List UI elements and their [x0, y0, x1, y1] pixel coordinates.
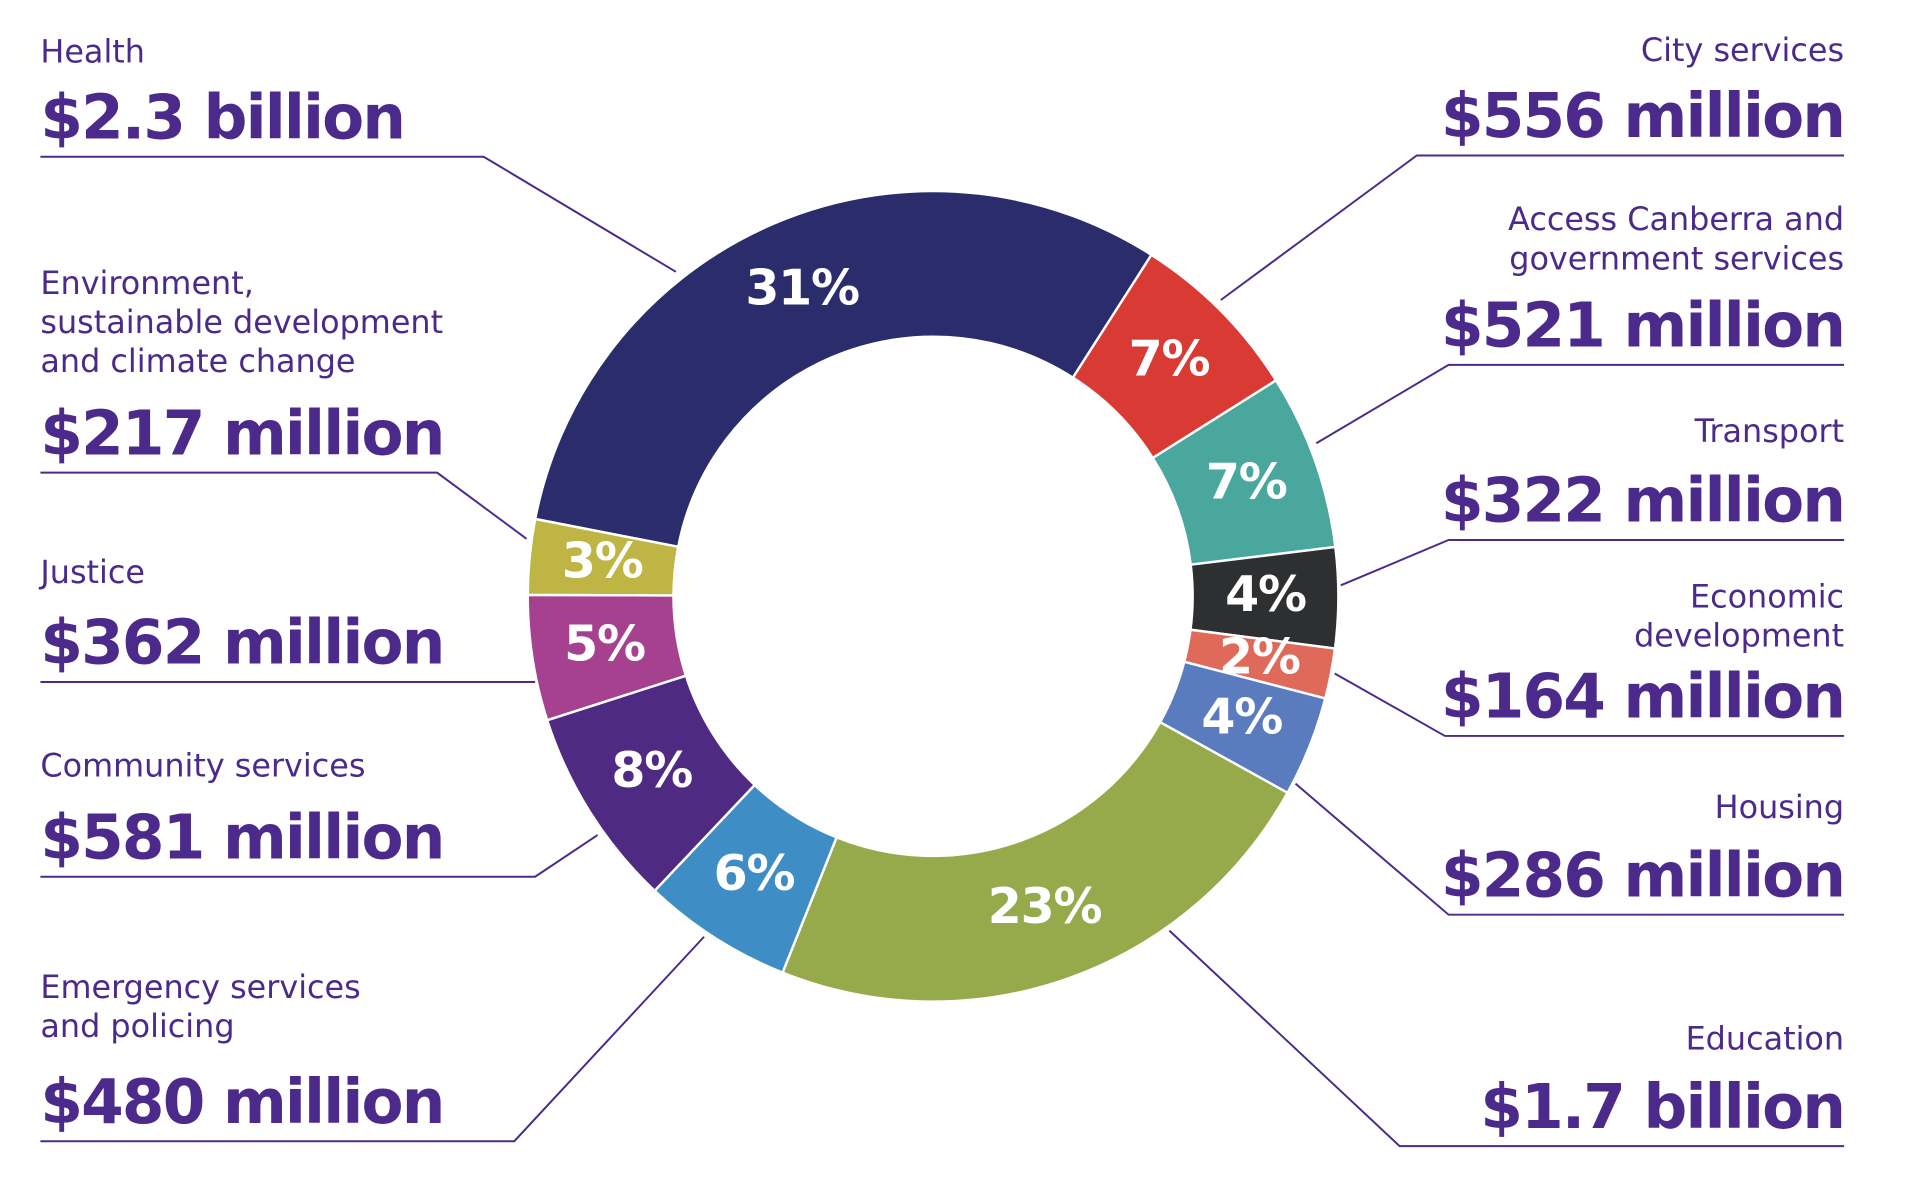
leader-line [1294, 782, 1845, 916]
category-label: Justice [40, 554, 145, 592]
percent-label: 6% [714, 845, 795, 902]
category-label: Transport [1694, 413, 1845, 451]
amount-label: $362 million [40, 607, 445, 679]
leader-line [1340, 539, 1845, 587]
donut-segment [780, 720, 1290, 1003]
category-label: Access Canberra and government services [1508, 202, 1845, 278]
leader-line [1334, 672, 1845, 737]
amount-label: $1.7 billion [1480, 1071, 1846, 1143]
percent-label: 5% [564, 616, 645, 673]
leader-line [40, 471, 528, 540]
amount-label: $217 million [40, 397, 445, 469]
percent-label: 4% [1225, 566, 1306, 623]
category-label: Community services [40, 748, 366, 785]
leader-line [40, 155, 677, 273]
percent-label: 4% [1201, 688, 1282, 745]
leader-line [1315, 363, 1845, 445]
amount-label: $286 million [1441, 840, 1846, 912]
amount-label: $581 million [40, 802, 445, 874]
percent-label: 7% [1129, 331, 1210, 388]
amount-label: $322 million [1441, 465, 1846, 537]
category-label: Education [1685, 1021, 1845, 1058]
category-label: Emergency services and policing [40, 969, 361, 1046]
amount-label: $521 million [1441, 290, 1846, 362]
leader-line [40, 834, 599, 878]
category-label: Housing [1714, 789, 1845, 827]
leader-line [40, 936, 705, 1143]
donut-segment [533, 189, 1154, 549]
amount-label: $2.3 billion [40, 82, 406, 154]
category-label: Health [40, 34, 145, 72]
percent-label: 7% [1206, 453, 1287, 510]
category-label: Economic development [1634, 579, 1845, 656]
amount-label: $556 million [1441, 80, 1846, 152]
category-label: City services [1640, 33, 1845, 70]
amount-label: $480 million [40, 1066, 445, 1138]
category-label: Environment, sustainable development and… [40, 265, 444, 381]
percent-label: 8% [611, 742, 692, 799]
percent-label: 3% [562, 532, 643, 589]
leader-line [1168, 929, 1845, 1148]
amount-label: $164 million [1441, 661, 1846, 733]
leader-line [1220, 154, 1845, 301]
donut-segment [526, 517, 680, 597]
percent-label: 31% [745, 259, 859, 316]
percent-label: 23% [988, 878, 1102, 935]
